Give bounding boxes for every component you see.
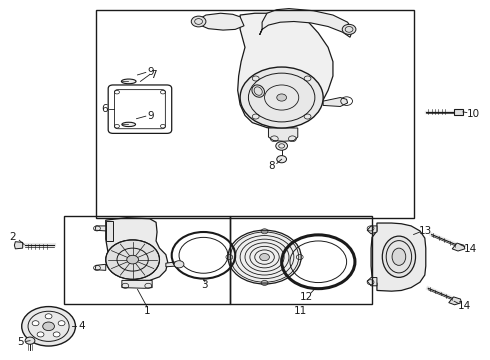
Polygon shape: [238, 13, 333, 129]
Circle shape: [53, 332, 60, 337]
Circle shape: [277, 156, 287, 163]
Text: 6: 6: [101, 104, 108, 114]
Text: 9: 9: [148, 111, 154, 121]
Bar: [106, 221, 113, 241]
Polygon shape: [367, 226, 377, 234]
Polygon shape: [260, 9, 352, 37]
Circle shape: [342, 24, 356, 35]
Circle shape: [45, 314, 52, 319]
Ellipse shape: [252, 85, 265, 97]
Polygon shape: [166, 262, 179, 267]
Bar: [230, 216, 372, 304]
Polygon shape: [198, 13, 244, 30]
Circle shape: [191, 16, 206, 27]
Circle shape: [276, 141, 288, 150]
Text: 3: 3: [201, 280, 208, 290]
Ellipse shape: [122, 79, 136, 84]
Text: 4: 4: [78, 321, 85, 331]
Ellipse shape: [392, 248, 406, 265]
Circle shape: [127, 255, 139, 264]
Circle shape: [22, 307, 75, 346]
Circle shape: [25, 337, 35, 344]
Text: 5: 5: [17, 337, 24, 347]
Polygon shape: [95, 226, 106, 231]
Circle shape: [228, 230, 301, 284]
Circle shape: [58, 321, 65, 326]
Ellipse shape: [122, 122, 136, 127]
Text: 11: 11: [294, 306, 307, 316]
Circle shape: [106, 240, 159, 279]
Polygon shape: [14, 242, 23, 249]
Circle shape: [260, 253, 270, 261]
Polygon shape: [269, 128, 298, 141]
Text: 14: 14: [458, 301, 471, 311]
Text: 12: 12: [299, 292, 313, 302]
Circle shape: [174, 261, 184, 268]
Circle shape: [240, 67, 323, 128]
Circle shape: [43, 322, 54, 330]
Bar: [454, 109, 463, 115]
Polygon shape: [95, 264, 106, 270]
Text: 8: 8: [269, 161, 275, 171]
Polygon shape: [371, 223, 426, 291]
Bar: [64, 216, 230, 304]
Polygon shape: [452, 243, 465, 251]
Text: 2: 2: [10, 232, 16, 242]
Text: 10: 10: [467, 109, 480, 119]
Polygon shape: [323, 98, 347, 107]
Text: 7: 7: [150, 70, 156, 80]
Circle shape: [277, 94, 287, 101]
Circle shape: [37, 332, 44, 337]
Polygon shape: [367, 278, 377, 286]
Text: 13: 13: [419, 226, 432, 236]
Text: 1: 1: [144, 306, 150, 316]
Polygon shape: [122, 280, 152, 288]
Bar: [96, 10, 414, 218]
Circle shape: [32, 321, 39, 326]
Text: 9: 9: [148, 67, 154, 77]
Text: 14: 14: [464, 244, 477, 254]
Polygon shape: [106, 218, 168, 280]
Polygon shape: [449, 297, 462, 305]
Ellipse shape: [382, 236, 416, 277]
